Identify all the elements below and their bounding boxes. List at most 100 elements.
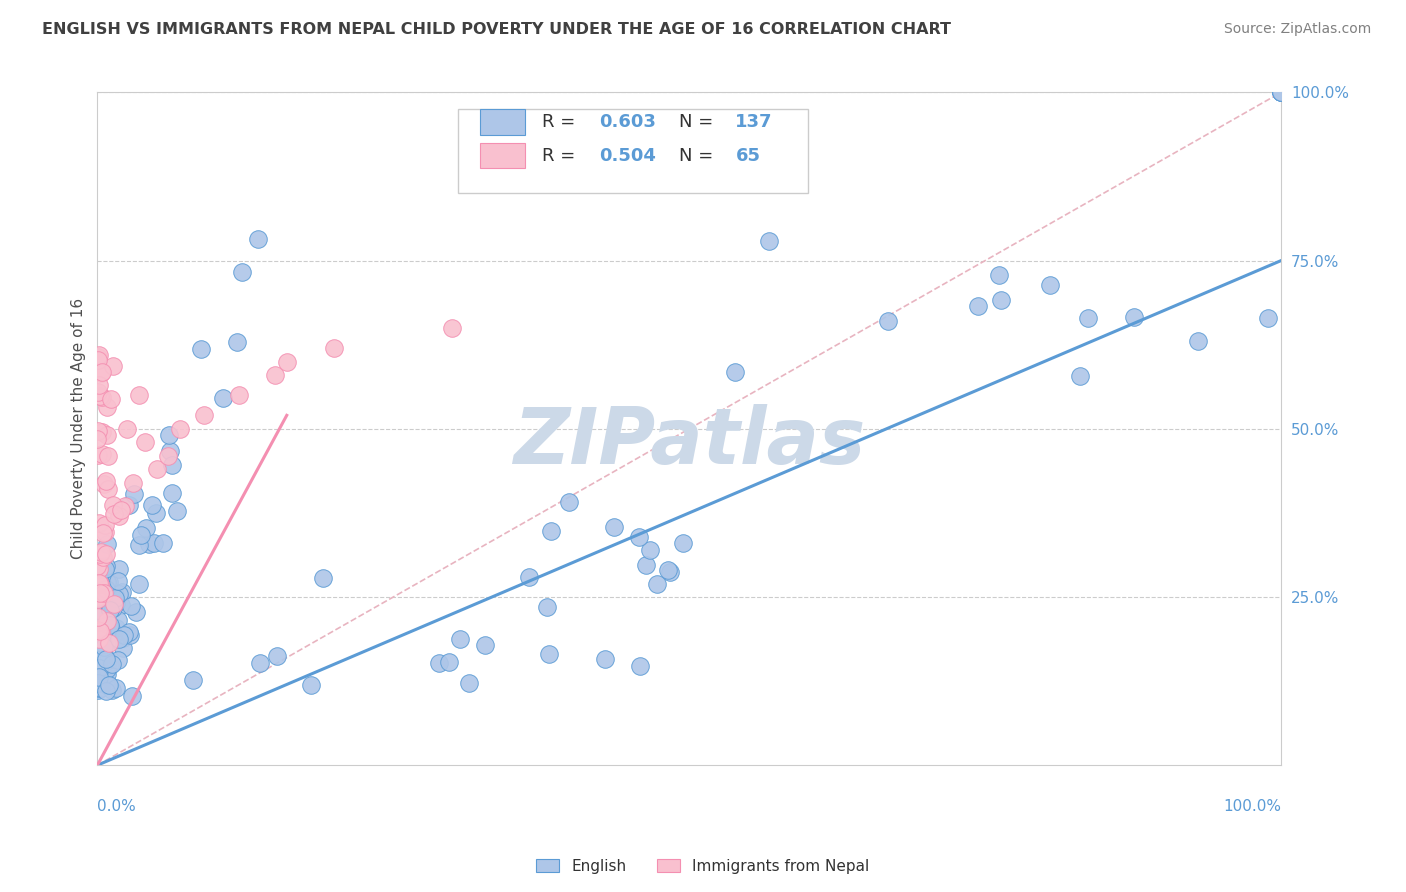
Point: [98, 621, 121, 635]
Point: [90, 425, 112, 439]
Point: [87, 623, 110, 637]
Point: [96, 428, 118, 442]
Text: 0.603: 0.603: [599, 113, 657, 131]
Point: [112, 640, 135, 655]
Point: [640, 542, 662, 557]
Point: [87, 629, 110, 643]
Point: [110, 598, 132, 612]
Point: [94, 517, 117, 532]
Point: [96, 675, 118, 690]
Point: [89, 661, 111, 675]
Point: [672, 536, 695, 550]
Point: [98, 636, 121, 650]
Point: [120, 599, 142, 613]
Point: [1270, 86, 1292, 100]
Point: [231, 265, 253, 279]
Text: 100.0%: 100.0%: [1223, 799, 1281, 814]
Point: [93, 648, 115, 662]
Point: [103, 507, 125, 521]
Point: [90, 632, 112, 646]
Point: [94, 475, 117, 489]
Point: [117, 498, 139, 512]
Text: N =: N =: [679, 113, 718, 131]
Point: [87, 681, 110, 695]
Text: R =: R =: [543, 113, 582, 131]
Point: [1270, 86, 1292, 100]
Point: [603, 520, 626, 534]
Point: [121, 689, 143, 703]
Point: [87, 591, 110, 606]
Point: [1270, 86, 1292, 100]
Point: [91, 447, 114, 461]
Point: [103, 600, 125, 615]
Point: [169, 422, 191, 436]
Point: [166, 504, 188, 518]
Point: [160, 485, 183, 500]
Text: R =: R =: [543, 146, 582, 165]
Point: [128, 577, 150, 591]
Point: [104, 596, 127, 610]
Point: [1039, 277, 1062, 292]
Point: [87, 610, 110, 624]
Point: [87, 516, 110, 530]
Point: [87, 378, 110, 392]
Point: [108, 587, 131, 601]
Point: [98, 657, 121, 672]
Point: [104, 591, 127, 606]
Point: [96, 678, 118, 692]
Point: [90, 681, 112, 695]
Point: [94, 559, 117, 574]
Point: [427, 656, 450, 670]
Point: [538, 648, 561, 662]
Point: [104, 588, 127, 602]
Point: [112, 631, 135, 645]
Point: [89, 628, 111, 642]
Point: [87, 571, 110, 585]
Point: [97, 482, 120, 496]
Point: [98, 575, 121, 590]
Point: [89, 585, 111, 599]
Point: [101, 359, 124, 373]
Point: [226, 334, 249, 349]
Text: 137: 137: [735, 113, 773, 131]
Point: [141, 498, 163, 512]
Point: [1077, 310, 1099, 325]
Point: [93, 550, 115, 565]
Point: [458, 675, 481, 690]
Point: [103, 597, 125, 611]
Point: [112, 628, 135, 642]
Point: [86, 351, 108, 365]
Point: [96, 662, 118, 676]
Point: [89, 547, 111, 561]
Point: [114, 499, 136, 513]
Point: [121, 475, 143, 490]
Text: N =: N =: [679, 146, 718, 165]
Point: [312, 571, 335, 585]
Point: [118, 624, 141, 639]
Point: [87, 576, 110, 591]
Point: [134, 435, 156, 450]
Point: [89, 572, 111, 586]
Point: [138, 537, 160, 551]
Bar: [479, 109, 524, 135]
Y-axis label: Child Poverty Under the Age of 16: Child Poverty Under the Age of 16: [72, 298, 86, 559]
Point: [437, 655, 460, 669]
Point: [104, 621, 127, 635]
Point: [540, 524, 562, 538]
Point: [593, 652, 616, 666]
Bar: [479, 143, 524, 169]
Point: [90, 366, 112, 380]
Point: [89, 348, 111, 362]
Point: [86, 676, 108, 690]
Text: 0.0%: 0.0%: [97, 799, 136, 814]
Point: [97, 449, 120, 463]
Point: [90, 544, 112, 558]
Point: [89, 632, 111, 646]
Point: [87, 385, 110, 400]
Point: [93, 476, 115, 491]
Point: [264, 368, 287, 382]
Point: [159, 428, 181, 442]
Point: [87, 622, 110, 636]
Point: [645, 577, 668, 591]
Point: [98, 618, 121, 632]
